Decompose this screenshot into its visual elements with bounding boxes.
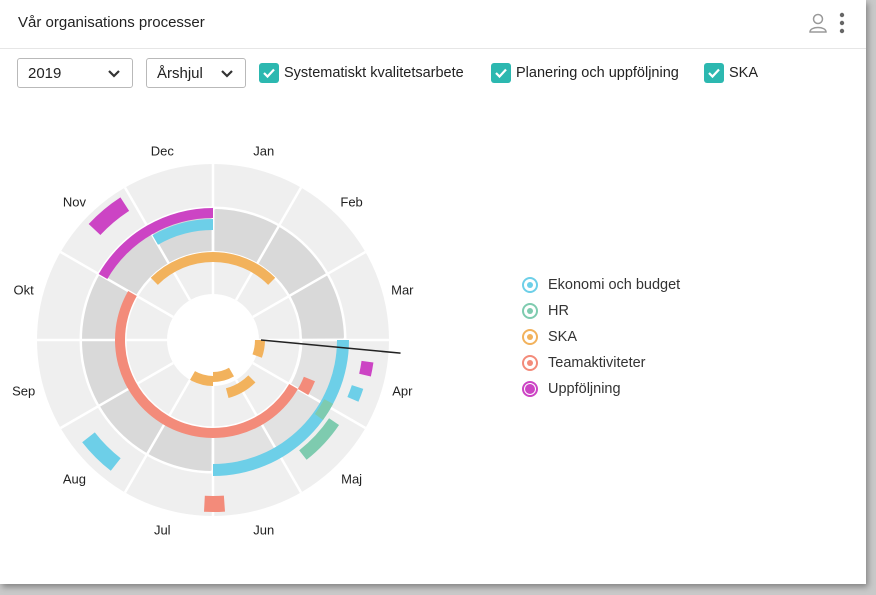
legend-label: SKA bbox=[548, 329, 578, 345]
processes-card: Vår organisations processer 2019 Årshjul bbox=[0, 0, 866, 584]
year-wheel-chart: Jan Feb Mar Apr Maj Jun Jul Aug Sep Okt Nov Dec bbox=[12, 144, 414, 538]
legend-dot-icon bbox=[522, 355, 538, 371]
legend-dot-icon bbox=[522, 303, 538, 319]
wheel-activity-arc bbox=[213, 252, 276, 285]
chevron-down-icon bbox=[221, 70, 233, 78]
wheel-month-label: Feb bbox=[340, 194, 362, 209]
wheel-month-label: Aug bbox=[63, 472, 86, 487]
wheel-activity-arc bbox=[203, 495, 225, 512]
wheel-month-divider bbox=[123, 379, 192, 494]
wheel-activity-arc bbox=[299, 418, 340, 460]
filter-label: SKA bbox=[729, 65, 759, 81]
legend-label: Uppföljning bbox=[548, 381, 621, 397]
view-select-value: Årshjul bbox=[157, 65, 203, 82]
wheel-center bbox=[167, 294, 259, 386]
wheel-month-divider bbox=[59, 361, 174, 430]
wheel-month-label: Okt bbox=[14, 282, 35, 297]
wheel-activity-arc bbox=[225, 375, 256, 398]
wheel-activity-arc bbox=[152, 219, 213, 245]
checkbox-checked-icon bbox=[491, 63, 511, 83]
card-header: Vår organisations processer bbox=[0, 0, 866, 49]
checkbox-checked-icon bbox=[704, 63, 724, 83]
legend-label: HR bbox=[548, 303, 569, 319]
checkbox-checked-icon bbox=[259, 63, 279, 83]
wheel-month-label: Maj bbox=[341, 472, 362, 487]
wheel-month-label: Sep bbox=[12, 384, 35, 399]
wheel-month-divider bbox=[252, 250, 367, 319]
filter-label: Systematiskt kvalitetsarbete bbox=[284, 65, 464, 81]
legend-item-hr[interactable]: HR bbox=[520, 302, 720, 328]
chevron-down-icon bbox=[108, 70, 120, 78]
filter-checkbox-kvalitetsarbete[interactable]: Systematiskt kvalitetsarbete bbox=[259, 63, 481, 85]
user-icon[interactable] bbox=[808, 12, 828, 34]
wheel-month-label: Jun bbox=[253, 522, 274, 537]
view-select[interactable]: Årshjul bbox=[146, 58, 246, 88]
wheel-month-label: Dec bbox=[151, 144, 175, 159]
legend-item-ska[interactable]: SKA bbox=[520, 328, 720, 354]
wheel-month-label: Mar bbox=[391, 282, 414, 297]
legend-dot-icon bbox=[522, 329, 538, 345]
wheel-activity-arc bbox=[314, 399, 334, 420]
wheel-activity-arc bbox=[359, 360, 374, 377]
card-title: Vår organisations processer bbox=[18, 14, 205, 31]
wheel-month-divider bbox=[252, 361, 367, 430]
legend: Ekonomi och budget HR SKA Teamaktivitete… bbox=[520, 276, 720, 406]
wheel-month-divider bbox=[234, 186, 303, 301]
more-options-icon[interactable] bbox=[836, 12, 848, 34]
wheel-month-label: Apr bbox=[392, 384, 413, 399]
today-marker-line bbox=[260, 339, 401, 354]
wheel-activity-arc bbox=[252, 340, 265, 358]
filter-toolbar: 2019 Årshjul Systematiskt kvalitetsarbet… bbox=[0, 58, 866, 92]
wheel-segment-shade bbox=[214, 209, 344, 339]
wheel-activity-arc bbox=[98, 208, 213, 279]
year-select-value: 2019 bbox=[28, 65, 62, 82]
legend-dot-icon bbox=[522, 381, 538, 397]
legend-item-ekonomi[interactable]: Ekonomi och budget bbox=[520, 276, 720, 302]
legend-item-teamaktiviteter[interactable]: Teamaktiviteter bbox=[520, 354, 720, 380]
filter-label: Planering och uppföljning bbox=[516, 65, 679, 81]
wheel-month-divider bbox=[234, 379, 303, 494]
wheel-month-label: Nov bbox=[63, 194, 87, 209]
wheel-month-label: Jan bbox=[253, 144, 274, 159]
legend-item-uppfoljning[interactable]: Uppföljning bbox=[520, 380, 720, 406]
filter-checkbox-planering[interactable]: Planering och uppföljning bbox=[491, 63, 693, 85]
wheel-month-label: Jul bbox=[154, 522, 171, 537]
wheel-activity-arc bbox=[190, 371, 213, 386]
filter-checkbox-ska[interactable]: SKA bbox=[704, 63, 764, 85]
wheel-activity-arc bbox=[88, 197, 130, 235]
legend-label: Ekonomi och budget bbox=[548, 277, 681, 293]
wheel-activity-arc bbox=[82, 432, 121, 471]
year-select[interactable]: 2019 bbox=[17, 58, 133, 88]
wheel-activity-arc bbox=[347, 385, 364, 402]
wheel-segment-shade bbox=[82, 209, 212, 471]
wheel-activity-arc bbox=[213, 367, 234, 382]
wheel-activity-arc bbox=[297, 376, 315, 395]
legend-dot-icon bbox=[522, 277, 538, 293]
wheel-month-divider bbox=[59, 250, 174, 319]
legend-label: Teamaktiviteter bbox=[548, 355, 646, 371]
wheel-activity-arc bbox=[150, 252, 213, 285]
